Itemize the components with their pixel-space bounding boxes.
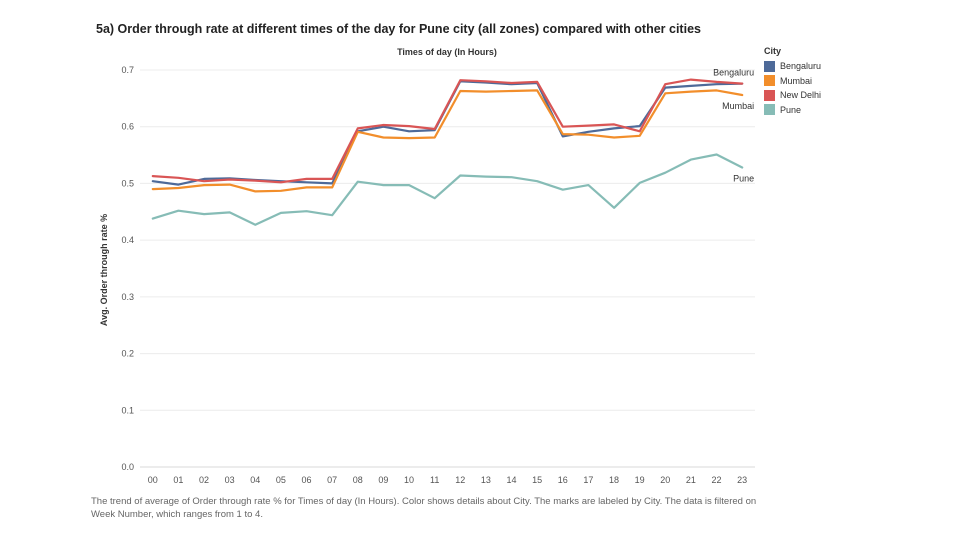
legend-label-mumbai: Mumbai: [780, 75, 813, 86]
legend-label-bengaluru: Bengaluru: [780, 61, 822, 72]
y-tick-label: 0.4: [121, 235, 134, 245]
series-line-new-delhi[interactable]: [151, 78, 744, 184]
legend-item-mumbai[interactable]: Mumbai: [764, 74, 821, 89]
legend-swatch-mumbai: [764, 75, 775, 87]
series-line-bengaluru[interactable]: [151, 80, 744, 186]
y-tick-label: 0.5: [121, 178, 134, 188]
series-end-label: Bengaluru: [713, 68, 754, 78]
y-axis-title: Avg. Order through rate %: [99, 214, 109, 326]
x-tick-label: 15: [532, 475, 542, 485]
legend-label-new-delhi: New Delhi: [780, 90, 822, 101]
x-tick-label: 20: [660, 475, 670, 485]
x-tick-label: 07: [327, 475, 337, 485]
legend[interactable]: City Bengaluru Mumbai New Delhi Pune: [764, 46, 821, 117]
x-tick-label: 03: [225, 475, 235, 485]
x-tick-label: 12: [455, 475, 465, 485]
chart-title: 5a) Order through rate at different time…: [96, 22, 701, 36]
y-tick-label: 0.1: [121, 405, 134, 415]
legend-swatch-pune: [764, 104, 775, 116]
x-tick-label: 00: [148, 475, 158, 485]
x-tick-label: 21: [686, 475, 696, 485]
x-tick-label: 18: [609, 475, 619, 485]
series-end-label: Pune: [733, 174, 754, 184]
x-tick-label: 22: [712, 475, 722, 485]
x-tick-label: 05: [276, 475, 286, 485]
x-tick-label: 11: [430, 475, 439, 485]
axes: 0.0 0.1 0.2 0.3 0.4 0.5 0.6 0.7 00 01 02 03 04 05 06 07…: [121, 65, 755, 485]
x-tick-label: 09: [378, 475, 388, 485]
x-tick-label: 14: [507, 475, 517, 485]
x-tick-label: 04: [250, 475, 260, 485]
y-tick-label: 0.3: [121, 292, 134, 302]
legend-item-pune[interactable]: Pune: [764, 103, 821, 118]
legend-swatch-bengaluru: [764, 60, 775, 72]
series-line-mumbai[interactable]: [151, 89, 744, 193]
y-tick-label: 0.2: [121, 349, 134, 359]
x-tick-label: 17: [583, 475, 593, 485]
series-end-label: Mumbai: [722, 101, 754, 111]
legend-title: City: [764, 46, 782, 56]
series-labels: Bengaluru Mumbai Pune: [713, 68, 754, 184]
y-tick-label: 0.7: [121, 65, 134, 75]
gridlines: [140, 69, 755, 468]
x-tick-label: 13: [481, 475, 491, 485]
x-tick-label: 23: [737, 475, 747, 485]
legend-label-pune: Pune: [780, 104, 802, 115]
series-line-pune[interactable]: [151, 153, 744, 226]
chart-caption: The trend of average of Order through ra…: [91, 496, 757, 520]
legend-swatch-new-delhi: [764, 89, 775, 101]
legend-item-new-delhi[interactable]: New Delhi: [764, 88, 821, 103]
x-axis-title: Times of day (In Hours): [397, 47, 497, 57]
x-tick-label: 16: [558, 475, 568, 485]
x-tick-label: 08: [353, 475, 363, 485]
series-lines: [151, 78, 744, 226]
y-tick-label: 0.6: [121, 122, 134, 132]
x-tick-label: 19: [635, 475, 645, 485]
legend-item-bengaluru[interactable]: Bengaluru: [764, 59, 821, 74]
x-tick-label: 10: [404, 475, 414, 485]
x-tick-label: 02: [199, 475, 209, 485]
x-tick-label: 06: [302, 475, 312, 485]
y-tick-label: 0.0: [121, 462, 134, 472]
x-tick-label: 01: [173, 475, 183, 485]
